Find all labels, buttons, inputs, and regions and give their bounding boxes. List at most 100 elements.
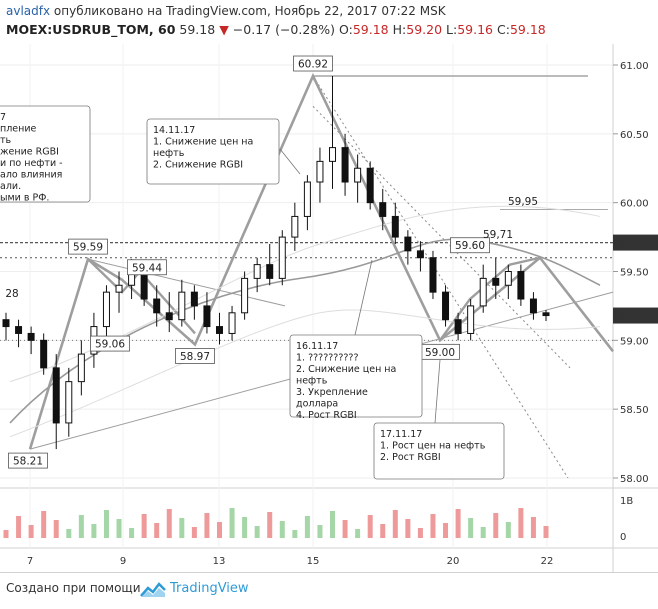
last-price: 59.18 bbox=[179, 22, 216, 37]
volume-bar bbox=[304, 516, 310, 538]
note-17-11-line: 2. Рост RGBI bbox=[380, 452, 441, 463]
note-16-11-box bbox=[289, 334, 423, 418]
candle-body bbox=[404, 236, 412, 252]
candle-body bbox=[529, 298, 537, 314]
candle-body bbox=[366, 167, 374, 204]
volume-bar bbox=[267, 512, 273, 538]
y-tick-label: 61.00 bbox=[620, 61, 649, 72]
candle-body bbox=[178, 291, 186, 321]
candle-body bbox=[27, 332, 35, 341]
note-left-line: и по нефти - bbox=[0, 158, 63, 169]
volume-bar bbox=[468, 518, 474, 538]
candle-body bbox=[492, 277, 500, 286]
note-left-box bbox=[0, 105, 91, 203]
volume-zero-label: 0 bbox=[620, 532, 626, 543]
y-tick-label: 60.00 bbox=[620, 199, 649, 210]
note-14-11-line: нефть bbox=[153, 148, 185, 159]
x-tick-label: 15 bbox=[307, 556, 320, 567]
candle-body bbox=[341, 147, 349, 183]
volume-bar bbox=[367, 515, 373, 538]
note-left-line: ало влияния bbox=[0, 170, 62, 181]
pivot-label: 58.21 bbox=[13, 456, 43, 468]
tradingview-link[interactable]: TradingView bbox=[170, 581, 249, 596]
y-tick-label: 59.00 bbox=[620, 336, 649, 347]
note-16-11-line: 3. Укрепление bbox=[296, 387, 368, 398]
volume-bar bbox=[204, 513, 210, 538]
volume-bar bbox=[103, 510, 109, 538]
pivot-label: 60.92 bbox=[298, 59, 328, 71]
pivot-box bbox=[127, 259, 167, 276]
candle-body bbox=[442, 291, 450, 321]
volume-bar bbox=[292, 530, 298, 538]
symbol-name[interactable]: MOEX:USDRUB_TOM, 60 bbox=[6, 22, 176, 37]
y-tick-label: 58.50 bbox=[620, 405, 649, 416]
volume-bar bbox=[28, 525, 34, 538]
candle-body bbox=[228, 312, 236, 334]
publish-line: avladfx опубликовано на TradingView.com,… bbox=[6, 4, 446, 18]
volume-bar bbox=[505, 522, 511, 538]
y-tick-label: 58.00 bbox=[620, 474, 649, 485]
tradingview-logo-icon bbox=[140, 582, 166, 597]
volume-bar bbox=[254, 526, 260, 538]
candle-body bbox=[253, 264, 261, 279]
author-name[interactable]: avladfx bbox=[6, 4, 51, 18]
volume-bar bbox=[455, 509, 461, 538]
pivot-label: 59.00 bbox=[425, 347, 455, 359]
price-tag-bg bbox=[613, 307, 658, 324]
volume-bar bbox=[91, 524, 97, 538]
pivot-label: 59,95 bbox=[508, 196, 538, 208]
price-change: −0.17 (−0.28%) bbox=[232, 22, 336, 37]
pivot-box bbox=[68, 238, 108, 255]
open-label: O: bbox=[339, 22, 353, 37]
note-left-line: али. bbox=[0, 181, 21, 192]
pivot-label: 59.06 bbox=[95, 339, 125, 351]
low-value: 59.16 bbox=[457, 22, 494, 37]
volume-bar bbox=[66, 529, 72, 538]
candle-body bbox=[15, 326, 23, 334]
note-17-11-line: 1. Рост цен на нефть bbox=[380, 441, 486, 452]
pivot-label: 59.60 bbox=[455, 240, 485, 252]
volume-bar bbox=[191, 527, 197, 538]
candle-body bbox=[266, 264, 274, 279]
note-left-line: ыми в РФ. bbox=[0, 193, 49, 204]
volume-bars bbox=[3, 508, 549, 538]
price-tag: 59.71 bbox=[618, 239, 650, 250]
volume-bar bbox=[279, 521, 285, 538]
volume-bar bbox=[493, 513, 499, 538]
volume-bar bbox=[543, 526, 549, 538]
note-17-11-line: 17.11.17 bbox=[380, 429, 422, 440]
note-17-11-box bbox=[373, 422, 505, 480]
candle-body bbox=[215, 326, 223, 334]
note-16-11-line: 16.11.17 bbox=[296, 341, 338, 352]
footer: Создано при помощи TradingView bbox=[0, 572, 658, 609]
volume-bar bbox=[53, 520, 59, 538]
high-label: H: bbox=[392, 22, 407, 37]
price-axis: 61.00 60.50 60.00 59.50 59.00 58.50 58.00 1B 0 bbox=[613, 61, 649, 543]
pivot-label: 59.44 bbox=[132, 262, 162, 274]
candle-body bbox=[190, 291, 198, 307]
channel-upper bbox=[312, 75, 569, 479]
volume-bar bbox=[229, 508, 235, 538]
candle-body bbox=[102, 291, 110, 328]
note-pointer bbox=[279, 148, 301, 175]
note-left-line: жение RGBI bbox=[0, 147, 59, 158]
time-axis: 7 9 13 15 20 22 bbox=[27, 556, 554, 567]
note-left-line: 7 bbox=[0, 112, 6, 123]
x-tick-label: 20 bbox=[447, 556, 460, 567]
candle-body bbox=[65, 381, 73, 424]
band-lower bbox=[9, 309, 601, 438]
down-arrow-icon: ▼ bbox=[219, 22, 229, 37]
candle-body bbox=[379, 202, 387, 217]
note-pointer bbox=[354, 259, 373, 336]
pivot-box bbox=[8, 452, 48, 469]
price-chart[interactable]: 61.00 60.50 60.00 59.50 59.00 58.50 58.00 1B 0 7… bbox=[0, 44, 658, 572]
note-left-line: пление bbox=[0, 124, 37, 135]
volume-bar bbox=[129, 528, 135, 538]
candle-body bbox=[517, 271, 525, 300]
note-left-line: ть bbox=[0, 135, 12, 146]
published-info: опубликовано на TradingView.com, Ноябрь … bbox=[53, 4, 446, 18]
candle-body bbox=[115, 284, 123, 293]
high-value: 59.20 bbox=[406, 22, 443, 37]
candle-body bbox=[467, 305, 475, 334]
